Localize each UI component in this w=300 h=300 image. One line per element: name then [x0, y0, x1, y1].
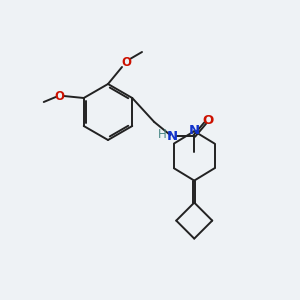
Text: N: N: [167, 130, 178, 142]
Text: O: O: [202, 113, 214, 127]
Text: H: H: [158, 128, 167, 142]
Text: O: O: [55, 89, 65, 103]
Text: N: N: [189, 124, 200, 137]
Text: O: O: [121, 56, 131, 68]
